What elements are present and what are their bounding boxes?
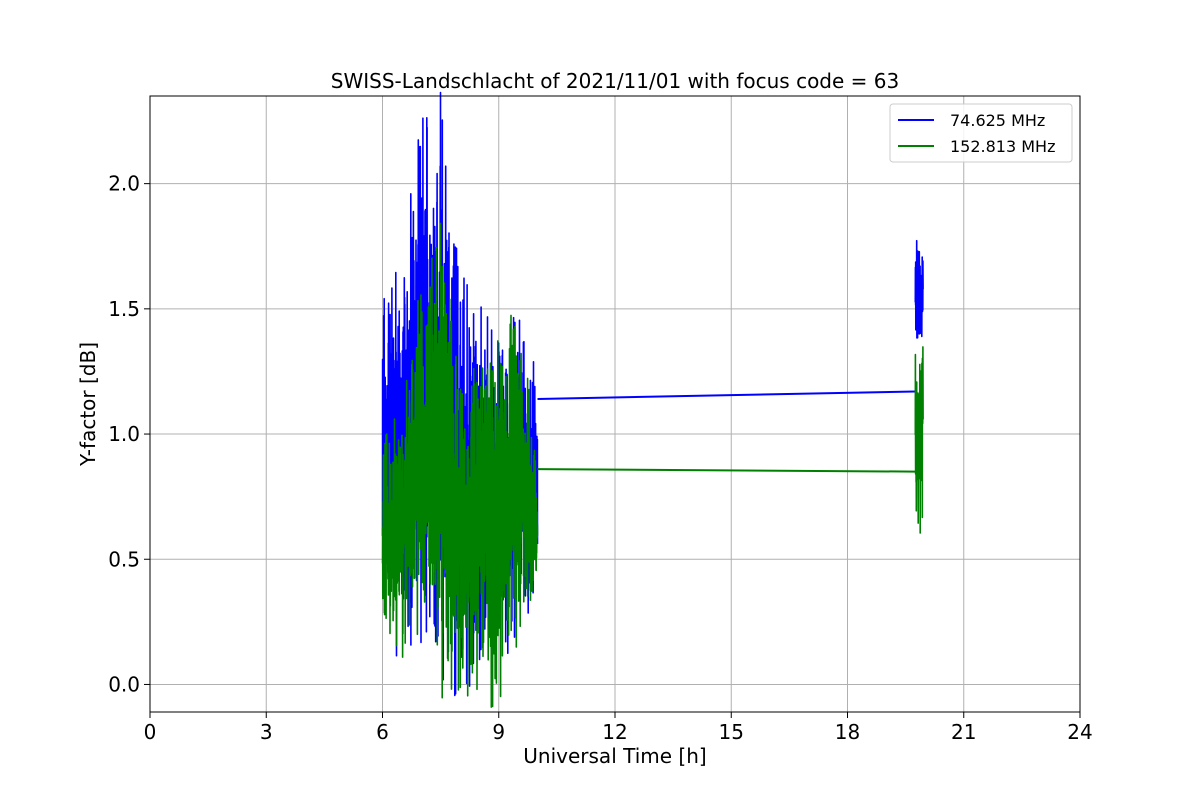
legend: 74.625 MHz 152.813 MHz: [889, 103, 1073, 163]
x-axis: 0 3 6 9 12 15 18 21 24: [144, 712, 1093, 744]
y-tick-label: 1.0: [108, 422, 140, 446]
chart-title: SWISS-Landschlacht of 2021/11/01 with fo…: [331, 69, 899, 93]
y-tick-label: 0.0: [108, 672, 140, 696]
series-burst-line: [381, 222, 539, 708]
x-tick-label: 24: [1067, 720, 1092, 744]
series-burst-line: [914, 346, 924, 534]
legend-box: [889, 103, 1073, 163]
y-axis-title: Y-factor [dB]: [76, 342, 100, 467]
x-tick-label: 18: [835, 720, 860, 744]
x-tick-label: 12: [602, 720, 627, 744]
series-gap-line: [537, 468, 916, 473]
x-tick-label: 21: [951, 720, 976, 744]
series-1: [381, 222, 924, 708]
legend-label: 152.813 MHz: [950, 137, 1055, 156]
x-tick-label: 0: [144, 720, 157, 744]
x-tick-label: 6: [376, 720, 389, 744]
y-tick-label: 2.0: [108, 172, 140, 196]
x-axis-title: Universal Time [h]: [523, 744, 706, 768]
x-tick-label: 3: [260, 720, 273, 744]
y-tick-label: 1.5: [108, 297, 140, 321]
x-tick-label: 15: [719, 720, 744, 744]
y-tick-label: 0.5: [108, 547, 140, 571]
plot-area: [381, 91, 924, 708]
series-gap-line: [537, 390, 916, 400]
legend-label: 74.625 MHz: [950, 111, 1045, 130]
x-tick-label: 9: [492, 720, 505, 744]
y-axis: 0.0 0.5 1.0 1.5 2.0: [108, 172, 150, 696]
series-burst-line: [914, 239, 924, 339]
